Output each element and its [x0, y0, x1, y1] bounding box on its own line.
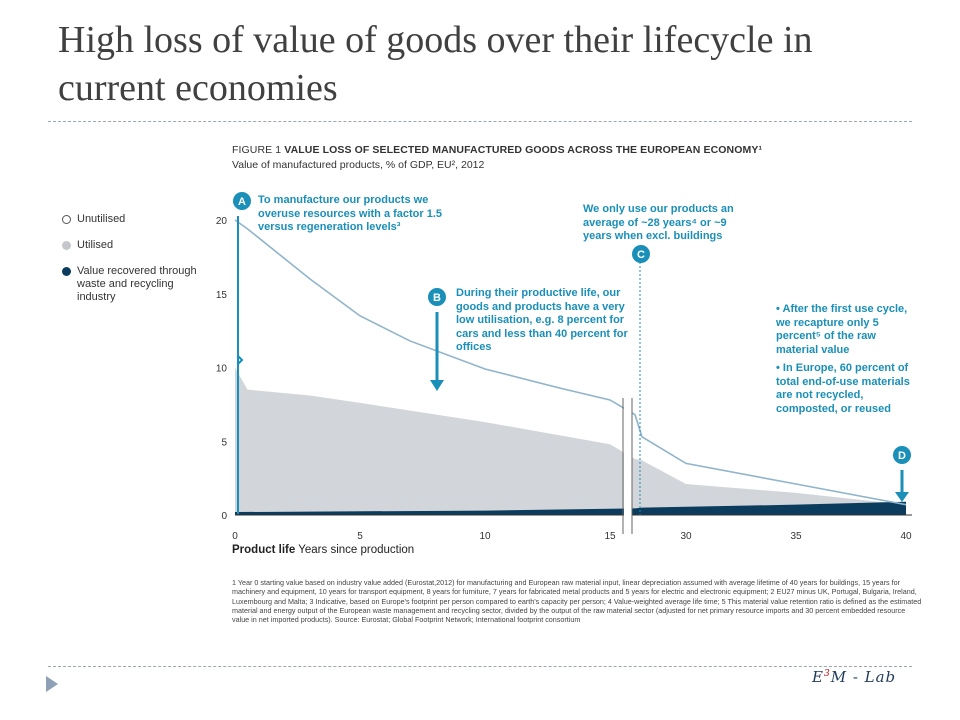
annotation-d-marker-label: D — [898, 450, 906, 462]
annotation-b-marker — [428, 288, 446, 306]
logo-letter: E — [812, 668, 824, 686]
x-tick-label: 5 — [357, 531, 363, 542]
legend-label: Utilised — [77, 239, 114, 251]
chart-legend: Unutilised Utilised Value recovered thro… — [62, 213, 202, 317]
y-tick-label: 0 — [221, 511, 227, 522]
x-tick-label: 10 — [479, 531, 491, 542]
slide-title: High loss of value of goods over their l… — [58, 19, 813, 109]
x-tick-label: 30 — [680, 531, 692, 542]
logo-superscript: 3 — [823, 669, 831, 679]
logo-rest: M - Lab — [830, 668, 897, 686]
annotation-c-marker — [632, 245, 650, 263]
x-tick-label: 15 — [604, 531, 616, 542]
figure-title-bold: VALUE LOSS OF SELECTED MANUFACTURED GOOD… — [284, 144, 763, 156]
annotation-b-text: During their productive life, our goods … — [456, 287, 628, 353]
legend-item-utilised: Utilised — [62, 239, 202, 252]
annotation-b-arrow-head — [430, 380, 444, 391]
x-axis-title-rest: Years since production — [298, 544, 415, 556]
unutilised-line — [234, 219, 907, 506]
x-axis-title-bold: Product life — [232, 544, 296, 556]
utilised-area — [235, 367, 906, 515]
annotation-c-text: We only use our products an average of ~… — [583, 203, 734, 242]
y-tick-label: 15 — [216, 290, 228, 301]
annotation-a-brace — [237, 355, 244, 365]
annotation-d-bullet: • In Europe, 60 percent of total end-of-… — [776, 362, 910, 415]
footer-divider — [48, 666, 912, 667]
lab-logo: E3M - Lab — [812, 668, 896, 686]
x-tick-label: 0 — [232, 531, 238, 542]
legend-swatch-recovered — [62, 267, 71, 276]
nav-arrow-icon[interactable] — [46, 676, 58, 692]
annotation-d-bullet: • After the first use cycle, we recaptur… — [776, 303, 908, 356]
annotation-a-text: To manufacture our products we overuse r… — [258, 194, 443, 233]
legend-item-recovered: Value recovered through waste and recycl… — [62, 265, 202, 304]
y-tick-label: 20 — [216, 216, 228, 227]
axis-break-gap — [624, 396, 632, 536]
legend-swatch-utilised — [62, 241, 71, 250]
annotation-a-marker-label: A — [238, 196, 246, 208]
footnotes: 1 Year 0 starting value based on industr… — [232, 578, 922, 625]
figure-subtitle: Value of manufactured products, % of GDP… — [232, 159, 485, 171]
figure-label: FIGURE 1 — [232, 144, 282, 156]
x-tick-label: 35 — [790, 531, 802, 542]
legend-swatch-unutilised — [62, 215, 71, 224]
annotation-b-marker-label: B — [433, 292, 441, 304]
legend-item-unutilised: Unutilised — [62, 213, 202, 226]
figure-title: FIGURE 1 VALUE LOSS OF SELECTED MANUFACT… — [232, 144, 762, 156]
annotation-d-marker — [893, 446, 911, 464]
x-axis-title: Product life Years since production — [232, 544, 414, 556]
recovered-area — [235, 501, 906, 515]
y-tick-label: 10 — [216, 364, 228, 375]
title-divider — [48, 121, 912, 122]
legend-label: Unutilised — [77, 213, 126, 225]
annotation-d-bullets: • After the first use cycle, we recaptur… — [776, 303, 921, 416]
annotation-c-marker-label: C — [637, 249, 645, 261]
annotation-a-marker — [233, 192, 251, 210]
x-tick-label: 40 — [900, 531, 912, 542]
annotation-d-arrow-head — [895, 492, 909, 502]
y-tick-label: 5 — [221, 437, 227, 448]
legend-label: Value recovered through waste and recycl… — [77, 265, 197, 303]
